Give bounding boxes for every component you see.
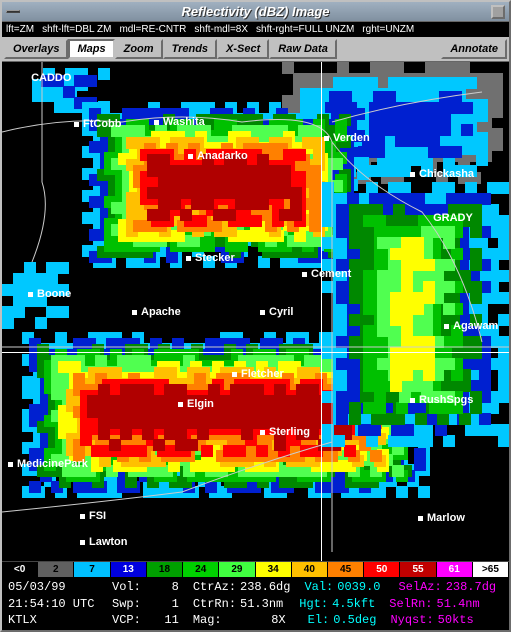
status-row-3: KTLX VCP: 11 Mag: 8X El: 0.5deg Nyqst: 5… — [8, 612, 503, 628]
legend-swatch: 2 — [38, 562, 74, 577]
radar-display[interactable]: CADDO FtCobb Washita Anadarko Verden Chi… — [2, 62, 509, 561]
place-cyril: Cyril — [260, 306, 293, 318]
window-title: Reflectivity (dBZ) Image — [26, 4, 485, 19]
hint-left-zoom: lft=ZM — [6, 24, 34, 35]
county-caddo: CADDO — [28, 72, 71, 84]
legend-swatch: 55 — [400, 562, 436, 577]
place-marlow: Marlow — [418, 512, 465, 524]
status-swp-value: 1 — [145, 596, 179, 612]
place-anadarko: Anadarko — [188, 150, 248, 162]
maximize-icon[interactable] — [491, 5, 505, 19]
status-selrn-value: 51.4nm — [437, 596, 480, 612]
status-el-value: 0.5deg — [333, 612, 376, 628]
zoom-button[interactable]: Zoom — [115, 39, 163, 59]
app-window: Reflectivity (dBZ) Image lft=ZM shft-lft… — [0, 0, 511, 632]
status-hgt-label: Hgt: — [299, 596, 328, 612]
place-agawam: Agawam — [444, 320, 498, 332]
place-medicinepark: MedicinePark — [8, 458, 88, 470]
hint-shift-right-fullunzoom: shft-rght=FULL UNZM — [256, 24, 354, 35]
mouse-hint-bar: lft=ZM shft-lft=DBL ZM mdl=RE-CNTR shft-… — [2, 22, 509, 37]
status-nyqst-value: 50kts — [438, 612, 474, 628]
legend-swatch: 7 — [74, 562, 110, 577]
legend-swatch: <0 — [2, 562, 38, 577]
place-apache: Apache — [132, 306, 181, 318]
status-ctraz-value: 238.6dg — [240, 579, 290, 595]
legend-swatch: 45 — [328, 562, 364, 577]
hint-shift-middle-8x: shft-mdl=8X — [194, 24, 248, 35]
place-elgin: Elgin — [178, 398, 214, 410]
hint-middle-recenter: mdl=RE-CNTR — [119, 24, 186, 35]
status-time: 21:54:10 UTC — [8, 596, 108, 612]
status-hgt-value: 4.5kft — [332, 596, 375, 612]
status-bar: 05/03/99 Vol: 8 CtrAz: 238.6dg Val: 0039… — [2, 577, 509, 630]
legend-swatch: 50 — [364, 562, 400, 577]
titlebar[interactable]: Reflectivity (dBZ) Image — [2, 2, 509, 22]
place-washita: Washita — [154, 116, 205, 128]
maps-button[interactable]: Maps — [68, 39, 114, 59]
status-ctrrn-label: CtrRn: — [193, 596, 236, 612]
status-mag-value: 8X — [226, 612, 286, 628]
place-stecker: Stecker — [186, 252, 235, 264]
place-labels: CADDO FtCobb Washita Anadarko Verden Chi… — [2, 62, 509, 561]
hint-right-unzoom: rght=UNZM — [362, 24, 414, 35]
status-ctrrn-value: 51.3nm — [240, 596, 283, 612]
legend-swatch: 18 — [147, 562, 183, 577]
place-cement: Cement — [302, 268, 351, 280]
legend-swatch: 61 — [437, 562, 473, 577]
status-row-1: 05/03/99 Vol: 8 CtrAz: 238.6dg Val: 0039… — [8, 579, 503, 595]
status-vol-label: Vol: — [112, 579, 141, 595]
status-ctraz-label: CtrAz: — [193, 579, 236, 595]
legend-swatch: 24 — [183, 562, 219, 577]
xsect-button[interactable]: X-Sect — [217, 39, 269, 59]
trends-button[interactable]: Trends — [163, 39, 217, 59]
status-date: 05/03/99 — [8, 579, 108, 595]
place-ftcobb: FtCobb — [74, 118, 121, 130]
legend-swatch: 13 — [111, 562, 147, 577]
status-nyqst-label: Nyqst: — [390, 612, 433, 628]
status-radar-id: KTLX — [8, 612, 108, 628]
place-lawton: Lawton — [80, 536, 128, 548]
hint-shift-left-dblzoom: shft-lft=DBL ZM — [42, 24, 111, 35]
status-swp-label: Swp: — [112, 596, 141, 612]
status-val-label: Val: — [304, 579, 333, 595]
legend-swatch: 34 — [256, 562, 292, 577]
legend-swatch: 40 — [292, 562, 328, 577]
place-boone: Boone — [28, 288, 71, 300]
status-vcp-value: 11 — [145, 612, 179, 628]
legend-swatch: 29 — [219, 562, 255, 577]
status-mag-label: Mag: — [193, 612, 222, 628]
status-vol-value: 8 — [145, 579, 179, 595]
status-selaz-label: SelAz: — [398, 579, 441, 595]
status-el-label: El: — [308, 612, 330, 628]
place-fsi: FSI — [80, 510, 106, 522]
legend-swatch: >65 — [473, 562, 509, 577]
window-menu-icon[interactable] — [6, 10, 20, 13]
status-selrn-label: SelRn: — [389, 596, 432, 612]
place-chickasha: Chickasha — [410, 168, 474, 180]
place-verden: Verden — [324, 132, 370, 144]
status-selaz-value: 238.7dg — [446, 579, 496, 595]
status-val-value: 0039.0 — [337, 579, 380, 595]
county-grady: GRADY — [430, 212, 473, 224]
rawdata-button[interactable]: Raw Data — [269, 39, 337, 59]
menubar: Overlays Maps Zoom Trends X-Sect Raw Dat… — [2, 37, 509, 62]
overlays-button[interactable]: Overlays — [4, 39, 68, 59]
place-rushspgs: RushSpgs — [410, 394, 473, 406]
annotate-button[interactable]: Annotate — [441, 39, 507, 59]
place-fletcher: Fletcher — [232, 368, 284, 380]
dbz-legend: <02713182429344045505561>65 — [2, 561, 509, 577]
status-vcp-label: VCP: — [112, 612, 141, 628]
place-sterling: Sterling — [260, 426, 310, 438]
status-row-2: 21:54:10 UTC Swp: 1 CtrRn: 51.3nm Hgt: 4… — [8, 596, 503, 612]
